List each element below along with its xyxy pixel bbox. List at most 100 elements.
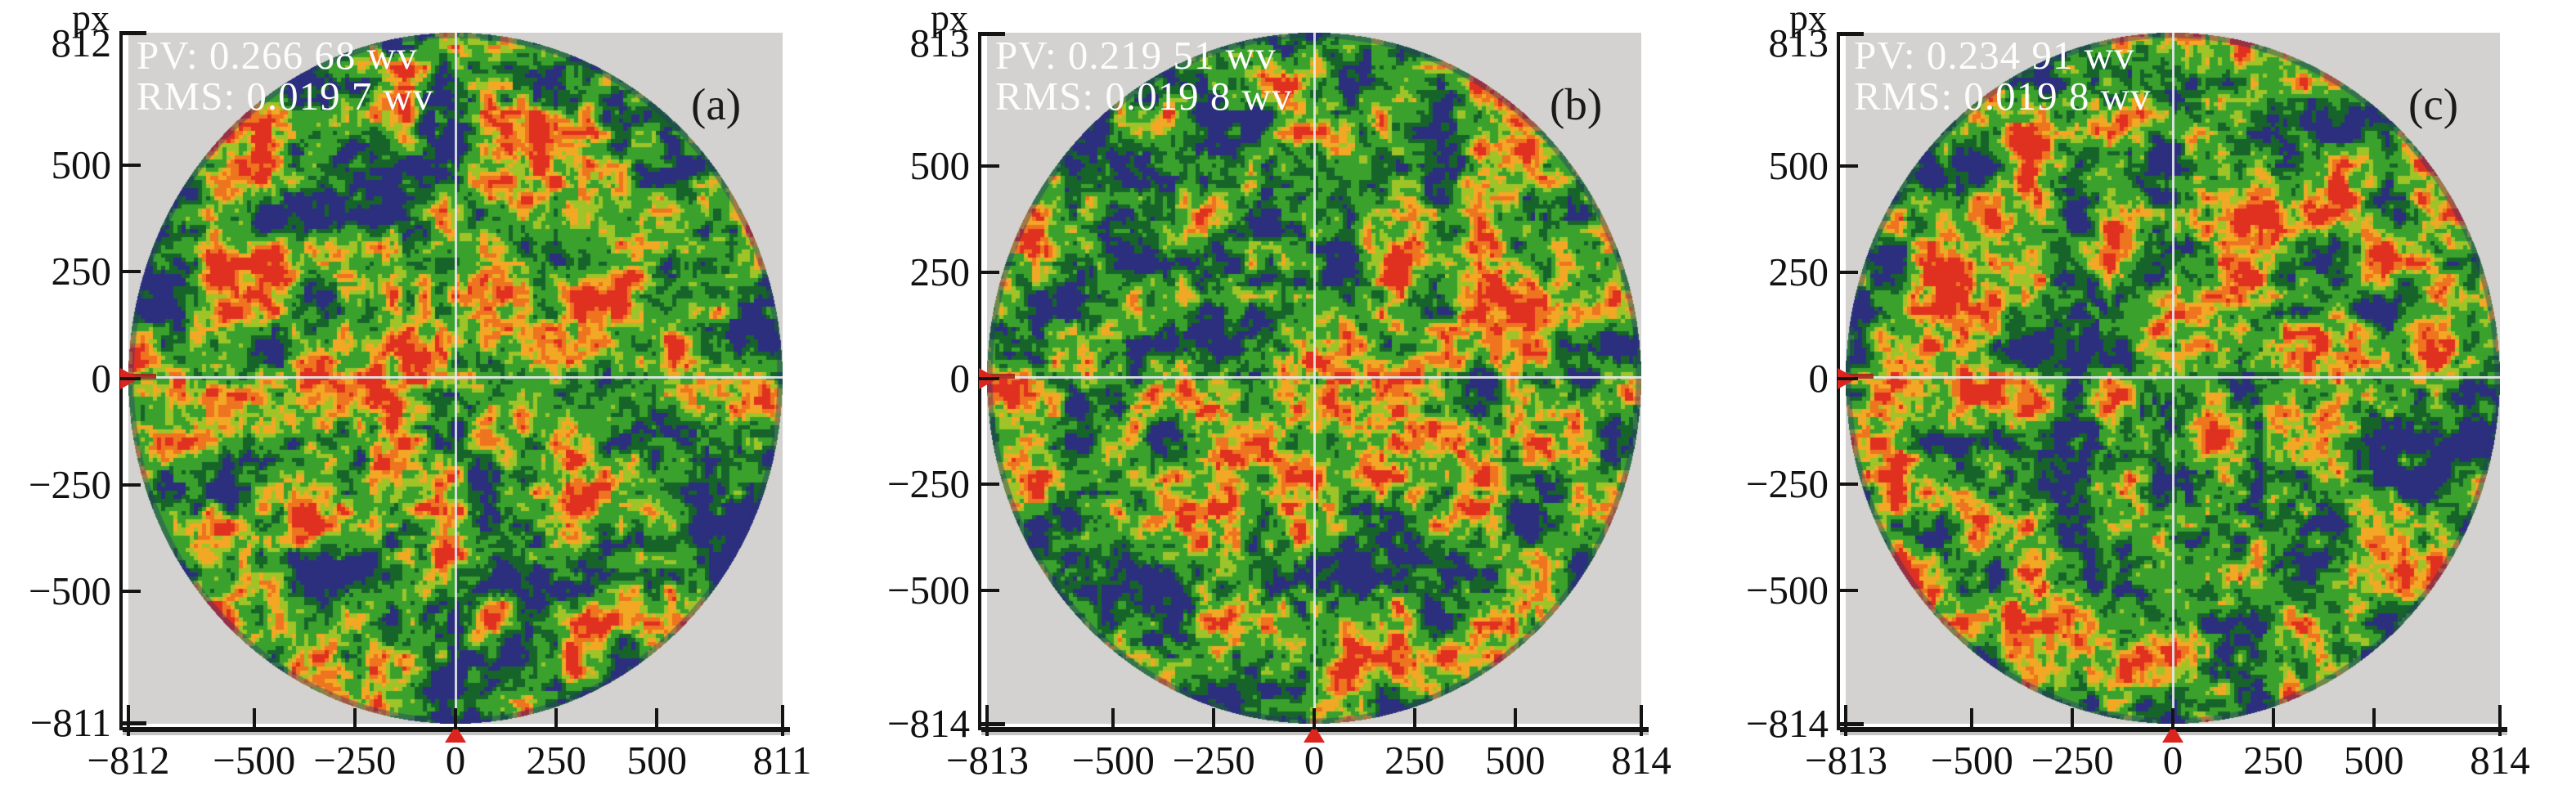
x-tick-label: 500 xyxy=(1484,738,1546,783)
x-tick-mark xyxy=(252,708,256,729)
wavefront-panel-c: px PV: 0.234 91 wv RMS: 0.019 8 wv (c) 8… xyxy=(1717,0,2576,790)
y-tick-mark xyxy=(119,31,146,35)
y-tick-label: 250 xyxy=(51,249,112,294)
x-zero-marker-arrow-icon xyxy=(1304,725,1325,743)
x-tick-mark xyxy=(2498,705,2502,736)
plot-area: PV: 0.234 91 wv RMS: 0.019 8 wv (c) xyxy=(1846,33,2500,724)
y-tick-mark xyxy=(1837,376,1858,380)
rms-value-label: RMS: 0.019 8 wv xyxy=(995,74,1293,119)
x-tick-label: 250 xyxy=(526,738,586,783)
x-tick-mark xyxy=(1513,708,1517,729)
x-tick-mark xyxy=(1212,708,1216,729)
y-tick-mark xyxy=(119,376,141,380)
x-zero-marker-arrow-icon xyxy=(445,725,466,743)
x-tick-label: 250 xyxy=(2243,738,2304,783)
y-tick-mark xyxy=(1837,589,1858,593)
x-tick-mark xyxy=(2071,708,2075,729)
x-tick-label: −250 xyxy=(313,738,397,783)
x-tick-mark xyxy=(1970,708,1974,729)
rms-value-label: RMS: 0.019 7 wv xyxy=(137,74,434,119)
center-left-marker-stub xyxy=(1846,374,1874,379)
y-tick-mark xyxy=(978,376,999,380)
y-tick-mark xyxy=(978,589,999,593)
y-tick-mark xyxy=(119,721,146,726)
y-tick-mark xyxy=(978,164,999,168)
x-tick-mark xyxy=(554,708,559,729)
y-tick-mark xyxy=(978,722,1005,726)
y-tick-label: 813 xyxy=(909,20,971,65)
crosshair-horizontal xyxy=(987,376,1641,379)
y-tick-mark xyxy=(1837,270,1858,274)
y-tick-label: −500 xyxy=(886,568,970,613)
x-tick-mark xyxy=(1111,708,1115,729)
y-tick-label: 250 xyxy=(1768,249,1829,294)
panel-corner-label: (a) xyxy=(691,79,742,129)
pv-value-label: PV: 0.219 51 wv xyxy=(995,33,1277,78)
x-tick-label: 0 xyxy=(445,738,466,783)
y-tick-label: 250 xyxy=(909,249,971,294)
x-tick-label: 250 xyxy=(1384,738,1445,783)
y-tick-label: 0 xyxy=(1808,355,1829,401)
x-tick-label: 814 xyxy=(2470,738,2530,783)
x-tick-mark xyxy=(352,708,357,729)
center-left-marker-stub xyxy=(987,374,1015,379)
x-tick-label: −500 xyxy=(213,738,296,783)
pv-value-label: PV: 0.234 91 wv xyxy=(1854,33,2135,78)
x-tick-label: 500 xyxy=(2343,738,2404,783)
x-tick-label: 500 xyxy=(626,738,688,783)
y-tick-mark xyxy=(978,31,1005,36)
y-tick-label: 812 xyxy=(51,20,112,65)
wavefront-panel-a: px PV: 0.266 68 wv RMS: 0.019 7 wv (a) 8… xyxy=(0,0,859,790)
y-tick-mark xyxy=(1837,483,1858,487)
y-axis-unit-label: px xyxy=(931,0,968,38)
y-tick-label: −250 xyxy=(1745,461,1829,507)
x-tick-label: −813 xyxy=(1804,738,1888,783)
x-tick-label: 0 xyxy=(2162,738,2183,783)
y-axis-unit-label: px xyxy=(1789,0,1827,38)
y-tick-label: 500 xyxy=(51,142,112,188)
y-tick-mark xyxy=(978,483,999,487)
y-tick-label: −500 xyxy=(1745,568,1829,613)
x-tick-label: −812 xyxy=(87,738,170,783)
x-tick-mark xyxy=(780,705,784,736)
center-left-marker-stub xyxy=(128,374,156,379)
y-tick-label: −814 xyxy=(1745,701,1829,746)
x-tick-mark xyxy=(2372,708,2376,729)
rms-value-label: RMS: 0.019 8 wv xyxy=(1854,74,2152,119)
panel-corner-label: (c) xyxy=(2408,79,2459,129)
x-tick-label: −250 xyxy=(1172,738,1255,783)
x-tick-label: −500 xyxy=(1071,738,1155,783)
y-tick-mark xyxy=(119,483,141,487)
y-tick-label: −250 xyxy=(28,461,111,507)
y-tick-label: 500 xyxy=(909,142,971,188)
y-tick-label: 0 xyxy=(949,355,971,401)
x-zero-marker-arrow-icon xyxy=(2162,725,2183,743)
x-tick-label: −813 xyxy=(945,738,1030,783)
y-axis-unit-label: px xyxy=(72,0,110,38)
x-tick-mark xyxy=(127,705,130,736)
plot-area: PV: 0.219 51 wv RMS: 0.019 8 wv (b) xyxy=(987,33,1641,724)
crosshair-horizontal xyxy=(128,376,783,379)
y-tick-mark xyxy=(119,164,141,168)
y-tick-mark xyxy=(1837,164,1858,168)
y-tick-mark xyxy=(119,589,141,593)
pv-value-label: PV: 0.266 68 wv xyxy=(137,33,418,78)
y-tick-label: 813 xyxy=(1768,20,1829,65)
y-tick-label: 0 xyxy=(91,355,112,401)
y-tick-mark xyxy=(1837,722,1864,726)
x-tick-mark xyxy=(1412,708,1416,729)
x-tick-mark xyxy=(454,708,457,729)
y-tick-label: −250 xyxy=(886,461,970,507)
y-tick-label: −811 xyxy=(29,700,111,746)
x-tick-mark xyxy=(2171,708,2174,729)
x-tick-mark xyxy=(1844,705,1848,736)
y-tick-label: 500 xyxy=(1768,142,1829,188)
y-tick-mark xyxy=(119,270,141,274)
y-tick-label: −814 xyxy=(886,701,970,746)
y-tick-label: −500 xyxy=(28,568,111,613)
x-tick-mark xyxy=(1313,708,1316,729)
x-tick-label: 814 xyxy=(1611,738,1672,783)
x-tick-mark xyxy=(985,705,990,736)
x-tick-mark xyxy=(1640,705,1643,736)
